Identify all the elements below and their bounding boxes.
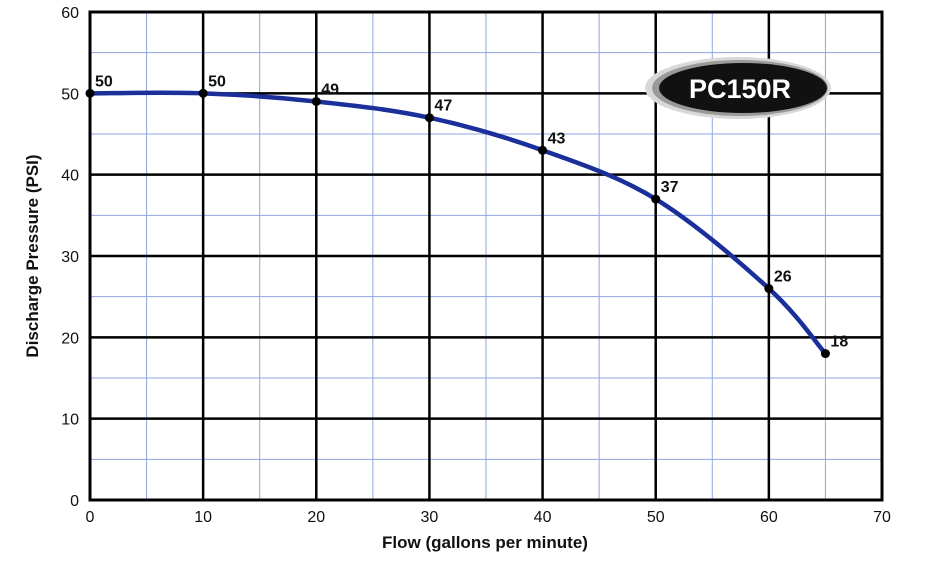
series-line [87, 90, 828, 356]
data-label: 47 [434, 98, 452, 115]
badge-text: PC150R [689, 74, 791, 104]
x-tick-label: 0 [86, 509, 95, 526]
data-label: 18 [830, 334, 848, 351]
y-tick-label: 10 [61, 412, 79, 429]
x-tick-label: 10 [194, 509, 212, 526]
y-tick-label: 0 [70, 493, 79, 510]
data-point [820, 349, 830, 359]
data-point [764, 284, 774, 294]
y-axis-label: Discharge Pressure (PSI) [23, 154, 42, 357]
y-tick-labels: 0 10 20 30 40 50 60 [61, 5, 79, 510]
x-tick-label: 30 [421, 509, 439, 526]
x-tick-label: 40 [534, 509, 552, 526]
x-tick-label: 20 [307, 509, 325, 526]
y-tick-label: 40 [61, 168, 79, 185]
plot-frame [88, 10, 884, 502]
model-badge: PC150R [645, 57, 831, 119]
data-label: 50 [95, 73, 113, 90]
data-label: 26 [774, 269, 792, 286]
data-labels: 50 50 49 47 43 37 26 18 [95, 73, 848, 350]
data-label: 43 [548, 130, 566, 147]
y-tick-label: 30 [61, 249, 79, 266]
x-tick-label: 50 [647, 509, 665, 526]
data-point [198, 88, 208, 98]
x-tick-label: 70 [873, 509, 891, 526]
data-label: 49 [321, 81, 339, 98]
data-points [85, 88, 830, 359]
data-point [538, 145, 548, 155]
data-label: 50 [208, 73, 226, 90]
data-point [85, 88, 95, 98]
x-tick-label: 60 [760, 509, 778, 526]
y-tick-label: 50 [61, 86, 79, 103]
data-point [424, 113, 434, 123]
data-label: 37 [661, 179, 679, 196]
x-tick-labels: 0 10 20 30 40 50 60 70 [86, 509, 891, 526]
x-axis-label: Flow (gallons per minute) [382, 533, 588, 552]
y-tick-label: 60 [61, 5, 79, 22]
data-point [651, 194, 661, 204]
y-tick-label: 20 [61, 330, 79, 347]
data-point [311, 96, 321, 106]
